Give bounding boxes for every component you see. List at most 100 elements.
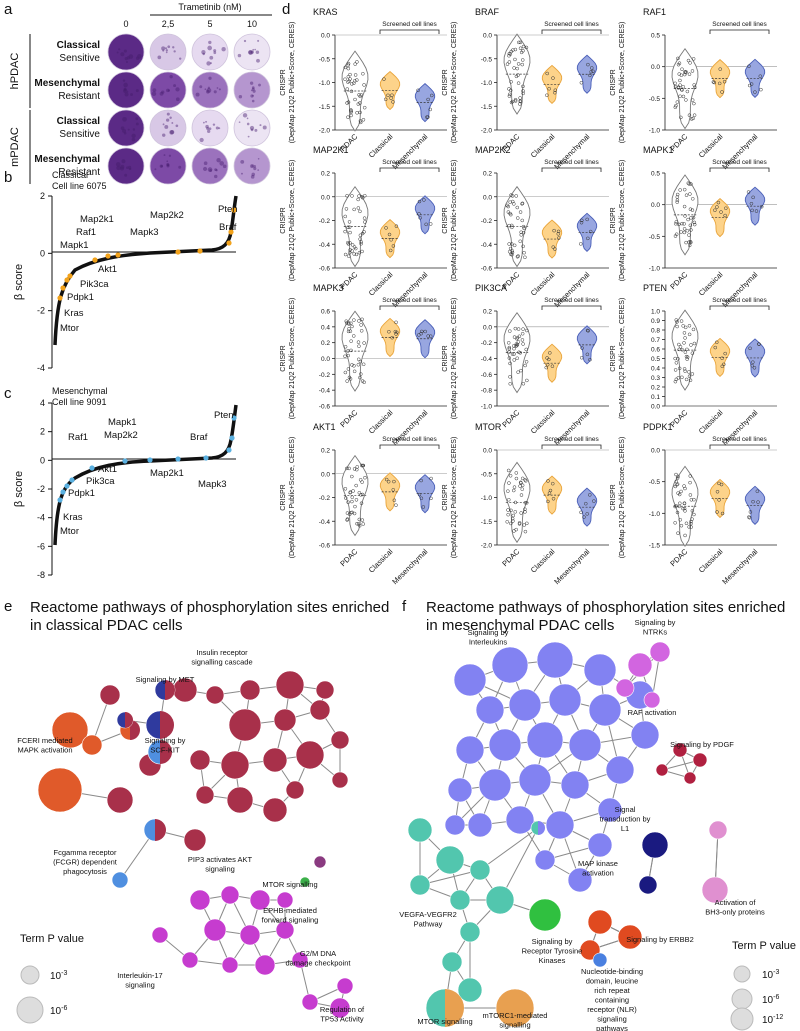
data-dot xyxy=(418,216,422,220)
data-dot xyxy=(588,357,592,362)
plot-y-label-line: CRISPR xyxy=(610,484,617,510)
node xyxy=(708,820,728,840)
data-dot xyxy=(747,64,751,68)
data-dot xyxy=(747,83,752,88)
data-dot xyxy=(713,208,717,212)
y-tick-label: -0.5 xyxy=(481,471,493,478)
data-dot xyxy=(521,230,526,235)
data-dot xyxy=(508,382,512,386)
y-tick-label: -1.0 xyxy=(481,404,493,411)
data-dot xyxy=(387,329,391,334)
data-dot xyxy=(429,476,433,481)
data-dot xyxy=(420,329,424,334)
cluster-label-line: MAP kinase xyxy=(578,859,618,868)
data-dot xyxy=(692,101,696,106)
node xyxy=(508,688,542,722)
node xyxy=(309,699,331,721)
y-tick-label: -0.5 xyxy=(481,56,493,63)
data-dot xyxy=(525,378,529,383)
colony xyxy=(219,161,224,166)
data-dot xyxy=(510,223,514,228)
colony xyxy=(238,121,241,124)
data-dot xyxy=(711,80,716,84)
data-dot xyxy=(350,249,354,253)
data-dot xyxy=(429,496,433,501)
node xyxy=(336,977,354,995)
data-dot xyxy=(391,488,396,492)
data-dot xyxy=(521,44,526,49)
legend-label: 10-6 xyxy=(50,1005,67,1017)
gene-dot xyxy=(122,458,128,464)
y-tick-label: 0.0 xyxy=(321,33,330,40)
colony xyxy=(179,57,182,60)
data-dot xyxy=(588,73,592,78)
node xyxy=(331,771,349,789)
cluster-label-line: Kinases xyxy=(539,956,566,965)
gene-dot xyxy=(226,240,232,246)
data-dot xyxy=(356,362,361,367)
data-dot xyxy=(389,96,393,100)
data-dot xyxy=(358,209,362,214)
plot-y-label: CRISPR (DepMap 21Q2 Public+Score, CERES) xyxy=(280,22,296,144)
data-dot xyxy=(513,97,518,102)
colony xyxy=(259,124,262,127)
data-dot xyxy=(679,230,683,234)
data-dot xyxy=(524,360,529,364)
plot-y-label-line: CRISPR xyxy=(610,345,617,371)
data-dot xyxy=(509,80,513,84)
data-dot xyxy=(544,365,548,370)
data-dot xyxy=(688,192,692,196)
data-dot xyxy=(516,254,520,258)
data-dot xyxy=(514,194,518,198)
bracket-label: Screened cell lines xyxy=(712,436,767,443)
data-dot xyxy=(511,513,516,518)
colony xyxy=(168,154,172,157)
cluster-label-line: Pathway xyxy=(414,920,443,929)
y-tick-label: -0.2 xyxy=(319,372,331,379)
colony xyxy=(251,165,254,167)
data-dot xyxy=(521,327,525,331)
cluster-label-line: mTORC1-mediated xyxy=(483,1011,548,1020)
colony xyxy=(167,89,170,92)
node xyxy=(548,683,582,717)
data-dot xyxy=(348,72,352,77)
node-sector xyxy=(160,711,174,739)
data-dot xyxy=(682,341,686,345)
data-dot xyxy=(683,369,687,373)
data-dot xyxy=(674,472,678,477)
y-tick-label: -1.0 xyxy=(649,128,661,135)
y-tick-label: 0.0 xyxy=(321,471,330,478)
colony xyxy=(250,89,253,92)
data-dot xyxy=(522,226,526,231)
cluster-label-line: Signaling by xyxy=(468,628,509,637)
data-dot xyxy=(421,505,426,509)
colony xyxy=(254,128,258,132)
cluster-label: Signaling by NTRKs xyxy=(635,618,676,637)
node xyxy=(151,926,169,944)
data-dot xyxy=(506,341,511,345)
cluster-label: Activation of BH3-only proteins xyxy=(705,898,765,917)
data-dot xyxy=(680,221,684,226)
data-dot xyxy=(518,239,522,244)
data-dot xyxy=(676,376,681,380)
colony xyxy=(247,135,250,138)
colony xyxy=(170,129,175,135)
cluster-label: Signal transduction by L1 xyxy=(600,805,651,833)
colony xyxy=(205,124,209,129)
cluster-label-line: pathways xyxy=(596,1024,628,1031)
plot-title: BRAF xyxy=(475,7,500,17)
data-dot xyxy=(356,206,361,210)
data-dot xyxy=(684,521,689,526)
bracket-label: Screened cell lines xyxy=(382,159,437,166)
data-dot xyxy=(344,321,349,325)
data-dot xyxy=(512,352,516,356)
data-dot xyxy=(360,492,365,497)
colony xyxy=(252,89,256,93)
cluster-label-line: Regulation of xyxy=(320,1005,365,1014)
y-axis-label: β score xyxy=(13,264,25,300)
data-dot xyxy=(361,522,365,526)
colony xyxy=(250,175,255,179)
bracket-label: Screened cell lines xyxy=(544,21,599,28)
gene-label: Kras xyxy=(63,512,83,523)
data-dot xyxy=(523,255,527,260)
